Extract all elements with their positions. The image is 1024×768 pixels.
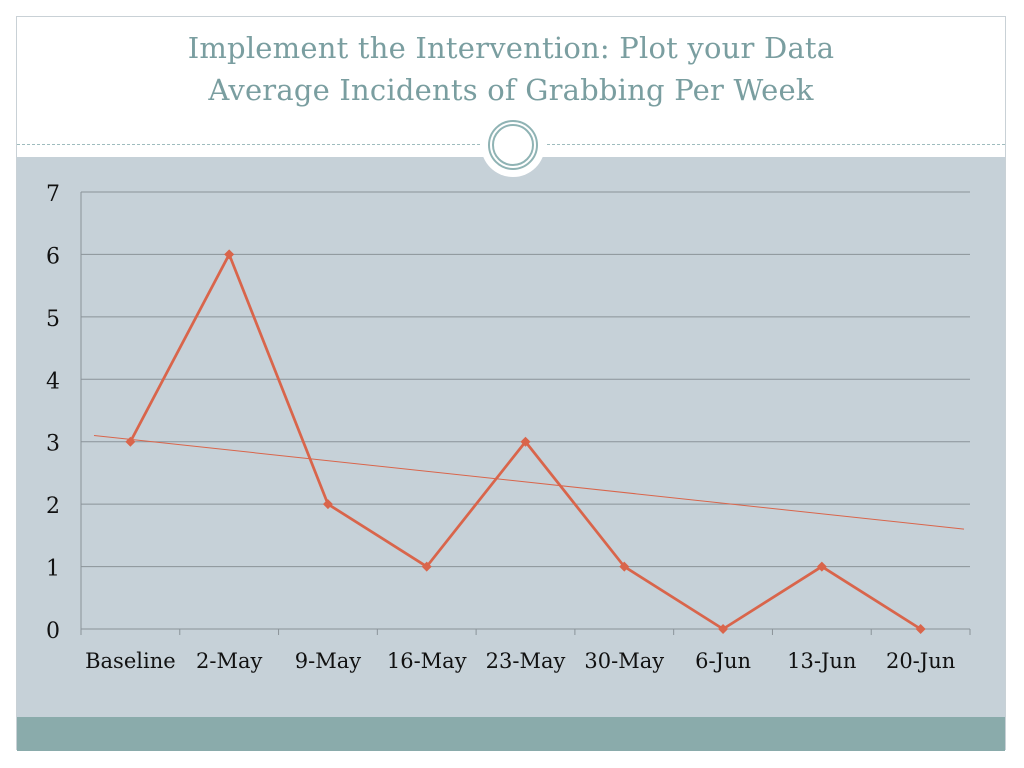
y-tick-label-6: 6: [46, 244, 60, 269]
medallion-inner-ring: [492, 124, 534, 166]
chart-background: [17, 157, 1005, 717]
y-tick-label-3: 3: [46, 432, 60, 457]
x-tick-label-8: 20-Jun: [886, 649, 955, 673]
y-tick-label-5: 5: [46, 307, 60, 332]
x-tick-label-3: 16-May: [387, 649, 467, 673]
x-tick-label-6: 6-Jun: [695, 649, 751, 673]
data-point-baseline: [125, 436, 136, 447]
divider-medallion-icon: [481, 113, 545, 177]
slide-frame: Implement the Intervention: Plot your Da…: [16, 16, 1006, 751]
data-point-23-may: [520, 436, 531, 447]
x-tick-label-5: 30-May: [584, 649, 664, 673]
x-tick-label-0: Baseline: [85, 649, 176, 673]
y-tick-label-2: 2: [46, 494, 60, 519]
footer-bar: [17, 717, 1005, 751]
data-point-30-may: [619, 561, 630, 572]
data-point-16-may: [421, 561, 432, 572]
y-tick-label-7: 7: [46, 182, 60, 207]
y-tick-label-0: 0: [46, 619, 60, 644]
y-tick-label-1: 1: [46, 557, 60, 582]
y-tick-label-4: 4: [46, 369, 60, 394]
title-area: Implement the Intervention: Plot your Da…: [17, 17, 1005, 145]
slide-title-line-2: Average Incidents of Grabbing Per Week: [208, 73, 814, 107]
x-tick-label-1: 2-May: [196, 649, 262, 673]
medallion-outer-ring: [488, 120, 538, 170]
x-tick-label-4: 23-May: [486, 649, 566, 673]
trendline: [93, 434, 965, 530]
x-tick-label-2: 9-May: [295, 649, 361, 673]
data-point-2-may: [224, 249, 235, 260]
data-point-13-jun: [816, 561, 827, 572]
data-point-9-may: [322, 499, 333, 510]
slide-title-line-1: Implement the Intervention: Plot your Da…: [187, 31, 835, 65]
x-tick-label-7: 13-Jun: [787, 649, 856, 673]
data-point-20-jun: [915, 624, 926, 634]
data-point-6-jun: [718, 624, 729, 634]
